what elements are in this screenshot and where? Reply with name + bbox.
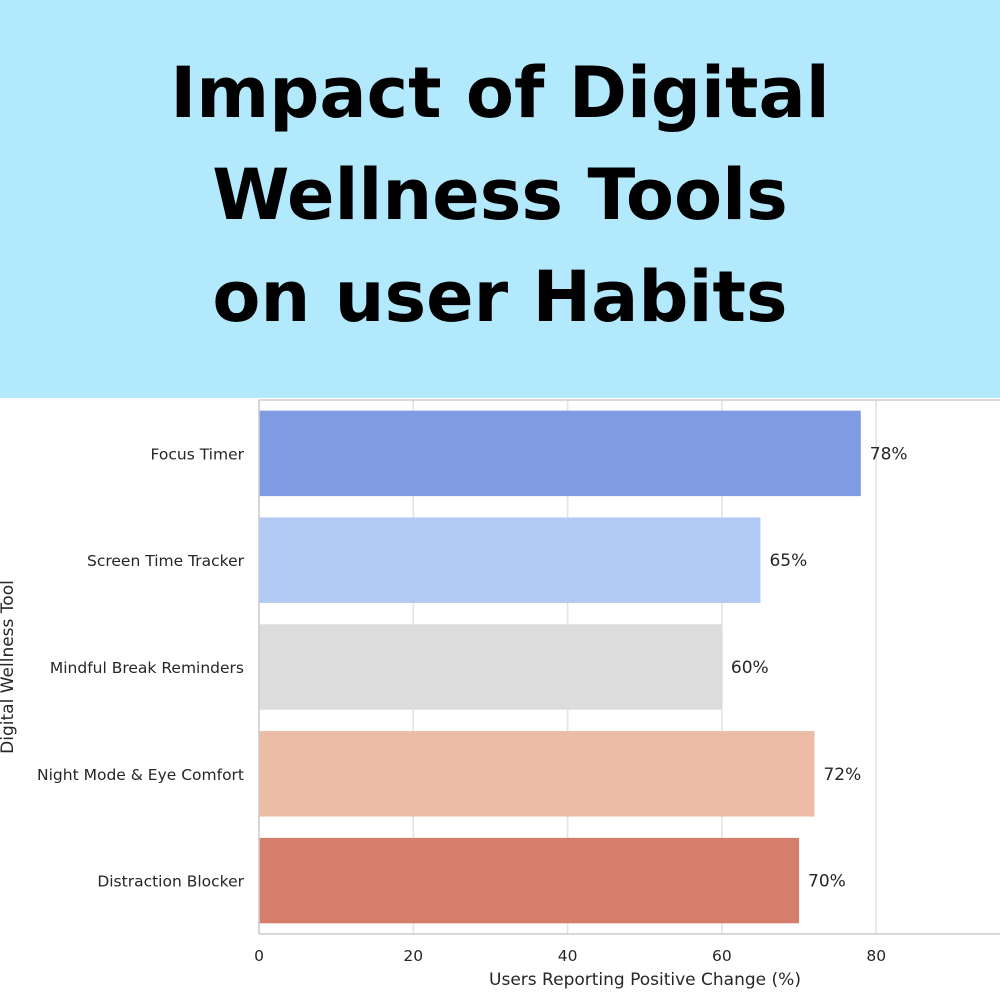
x-tick-label-40: 40 [558, 947, 578, 965]
chart-title: Impact of Digital Wellness Tools on user… [0, 42, 1000, 348]
title-line-1: Impact of Digital [170, 52, 830, 134]
y-tick-label-0: Focus Timer [151, 445, 245, 463]
bar-2 [259, 624, 722, 710]
x-tick-labels: 0 20 40 60 80 [254, 947, 886, 965]
y-tick-label-1: Screen Time Tracker [87, 552, 245, 570]
value-label-2: 60% [731, 658, 769, 678]
bar-4 [259, 837, 800, 924]
value-label-4: 70% [808, 872, 846, 892]
x-tick-label-20: 20 [403, 947, 423, 965]
value-labels: 78% 65% 60% 72% 70% [731, 444, 908, 891]
value-label-3: 72% [823, 765, 861, 785]
bar-3 [259, 731, 815, 817]
y-tick-labels: Focus Timer Screen Time Tracker Mindful Br… [37, 445, 245, 890]
x-tick-label-80: 80 [866, 947, 886, 965]
x-axis-label: Users Reporting Positive Change (%) [489, 970, 801, 990]
title-banner: Impact of Digital Wellness Tools on user… [0, 0, 1000, 398]
x-tick-label-60: 60 [712, 947, 732, 965]
plot-frame [258, 399, 1000, 935]
y-tick-label-2: Mindful Break Reminders [50, 659, 244, 677]
y-tick-label-3: Night Mode & Eye Comfort [37, 766, 244, 784]
bar-1 [259, 517, 761, 603]
value-label-1: 65% [769, 551, 807, 571]
title-line-2: Wellness Tools [212, 154, 788, 236]
bar-0 [259, 410, 861, 497]
value-label-0: 78% [870, 444, 908, 464]
y-tick-label-4: Distraction Blocker [97, 873, 244, 891]
title-line-3: on user Habits [212, 256, 788, 338]
bars [259, 410, 861, 924]
y-axis-label: Digital Wellness Tool [0, 580, 18, 754]
x-tick-label-0: 0 [254, 947, 264, 965]
